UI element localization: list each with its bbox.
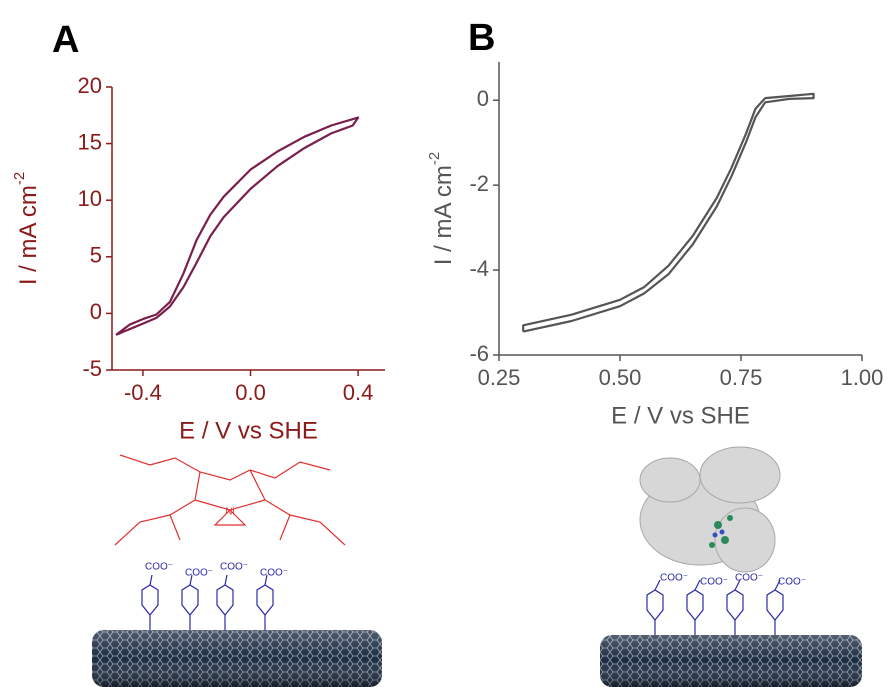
data-line	[115, 116, 360, 336]
x-axis-label: E / V vs SHE	[179, 417, 318, 444]
linker-label: COO⁻	[185, 568, 213, 579]
linker-label: COO⁻	[220, 562, 248, 573]
x-tick-label: 0.25	[478, 365, 521, 390]
illustration-left: Ni COO⁻ COO⁻ COO⁻ COO⁻	[92, 454, 382, 687]
x-tick-label: 1.00	[841, 365, 884, 390]
y-axis-label-superscript: -2	[426, 152, 443, 165]
x-tick-label: 0.4	[343, 380, 374, 405]
linker-label: COO⁻	[260, 568, 288, 579]
y-axis-label-main: I / mA cm	[15, 185, 42, 285]
y-tick-label: 0	[90, 299, 102, 324]
panel-label: B	[468, 17, 495, 59]
x-tick-label: -0.4	[124, 380, 162, 405]
y-axis-label-superscript: -2	[11, 172, 28, 185]
x-tick-label: 0.75	[720, 365, 763, 390]
linker-label: COO⁻	[778, 577, 806, 588]
y-tick-label: 10	[78, 186, 102, 211]
data-line	[522, 92, 815, 333]
linker-label: COO⁻	[735, 573, 763, 584]
y-axis-label: I / mA cm-2	[426, 152, 457, 265]
y-tick-label: -2	[469, 171, 489, 196]
x-axis-label: E / V vs SHE	[611, 402, 750, 429]
linker-label: COO⁻	[660, 573, 688, 584]
y-tick-label: 5	[90, 243, 102, 268]
y-axis-label: I / mA cm-2	[11, 172, 42, 285]
linker-label: COO⁻	[700, 577, 728, 588]
y-tick-label: 20	[78, 73, 102, 98]
x-tick-label: 0.50	[599, 365, 642, 390]
y-tick-label: 0	[477, 86, 489, 111]
y-tick-label: -5	[82, 356, 102, 381]
y-tick-label: -6	[469, 341, 489, 366]
linker-label: COO⁻	[145, 562, 173, 573]
y-tick-label: -4	[469, 256, 489, 281]
y-tick-label: 15	[78, 129, 102, 154]
illustration-right: COO⁻ COO⁻ COO⁻ COO⁻	[600, 446, 862, 687]
x-tick-label: 0.0	[235, 380, 266, 405]
catalyst-label: Ni	[225, 507, 234, 518]
y-axis-label-main: I / mA cm	[430, 165, 457, 265]
panel-label: A	[52, 19, 79, 61]
